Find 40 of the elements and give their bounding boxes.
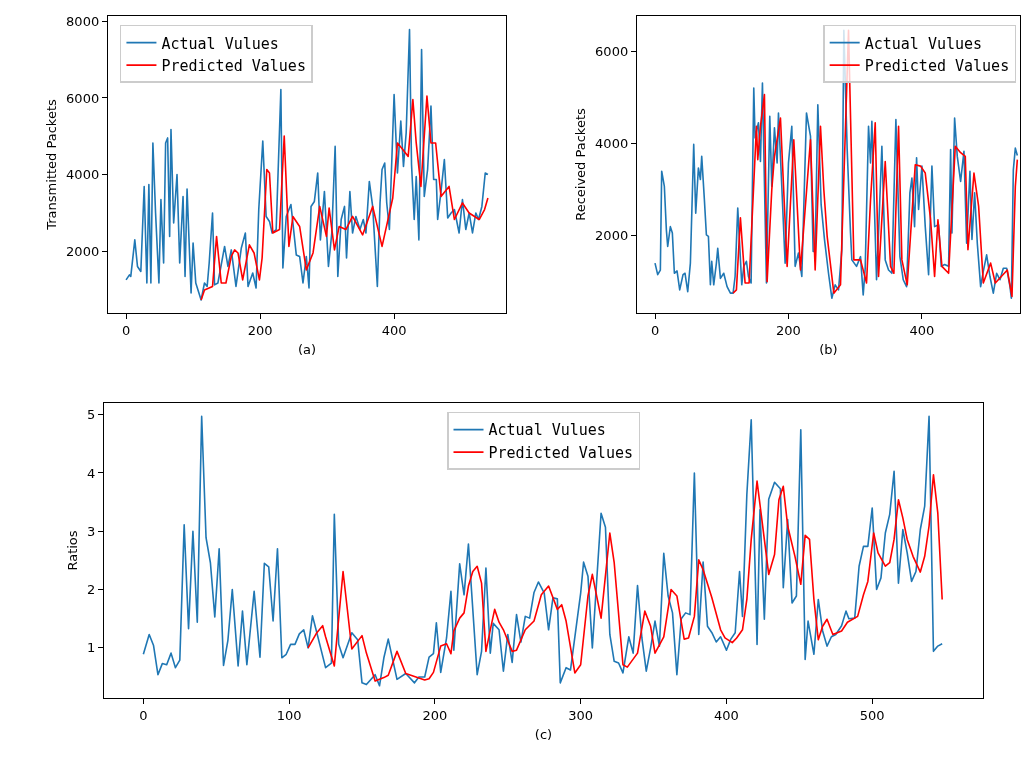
x-tick-label: 400 — [381, 322, 407, 338]
y-tick-label: 6000 — [66, 90, 100, 106]
y-tick-label: 6000 — [595, 43, 629, 59]
y-axis-title: Ratios — [64, 530, 80, 571]
y-tick-label: 2000 — [66, 244, 100, 260]
x-axis-title: (c) — [534, 727, 553, 743]
y-tick-label: 5 — [86, 407, 96, 423]
y-tick-label: 1 — [86, 640, 96, 656]
line-series — [142, 415, 943, 687]
x-tick-label: 400 — [909, 322, 935, 338]
x-tick-label: 400 — [714, 707, 739, 723]
x-tick-label: 200 — [776, 322, 801, 338]
x-tick-label: 100 — [276, 707, 302, 723]
y-tick-label: 8000 — [66, 13, 100, 29]
x-tick-label: 200 — [422, 707, 448, 723]
y-axis-title: Received Packets — [573, 107, 589, 221]
x-axis-title: (b) — [819, 342, 838, 358]
legend-label: Actual Vulues — [864, 34, 983, 53]
line-series — [200, 95, 489, 301]
x-tick-label: 0 — [650, 322, 660, 338]
legend-label: Actual Vulues — [488, 421, 606, 440]
x-tick-label: 200 — [247, 322, 273, 338]
legend-label: Predicted Values — [161, 57, 306, 76]
legend-label: Actual Vulues — [161, 34, 279, 53]
y-tick-label: 2 — [86, 582, 96, 598]
legend-label: Predicted Values — [488, 443, 633, 462]
y-axis-title: Transmitted Packets — [44, 99, 60, 231]
y-tick-label: 4000 — [595, 136, 629, 152]
x-tick-label: 300 — [568, 707, 594, 723]
y-tick-label: 4 — [86, 465, 96, 481]
y-tick-label: 3 — [86, 523, 96, 539]
y-tick-label: 2000 — [595, 228, 629, 244]
x-axis-title: (a) — [297, 342, 317, 358]
x-tick-label: 0 — [121, 322, 131, 338]
x-tick-label: 0 — [139, 707, 148, 723]
y-tick-label: 4000 — [66, 167, 100, 183]
line-series — [307, 473, 943, 682]
legend-label: Predicted Values — [864, 57, 1010, 76]
x-tick-label: 500 — [859, 707, 885, 723]
line-series — [125, 28, 489, 301]
